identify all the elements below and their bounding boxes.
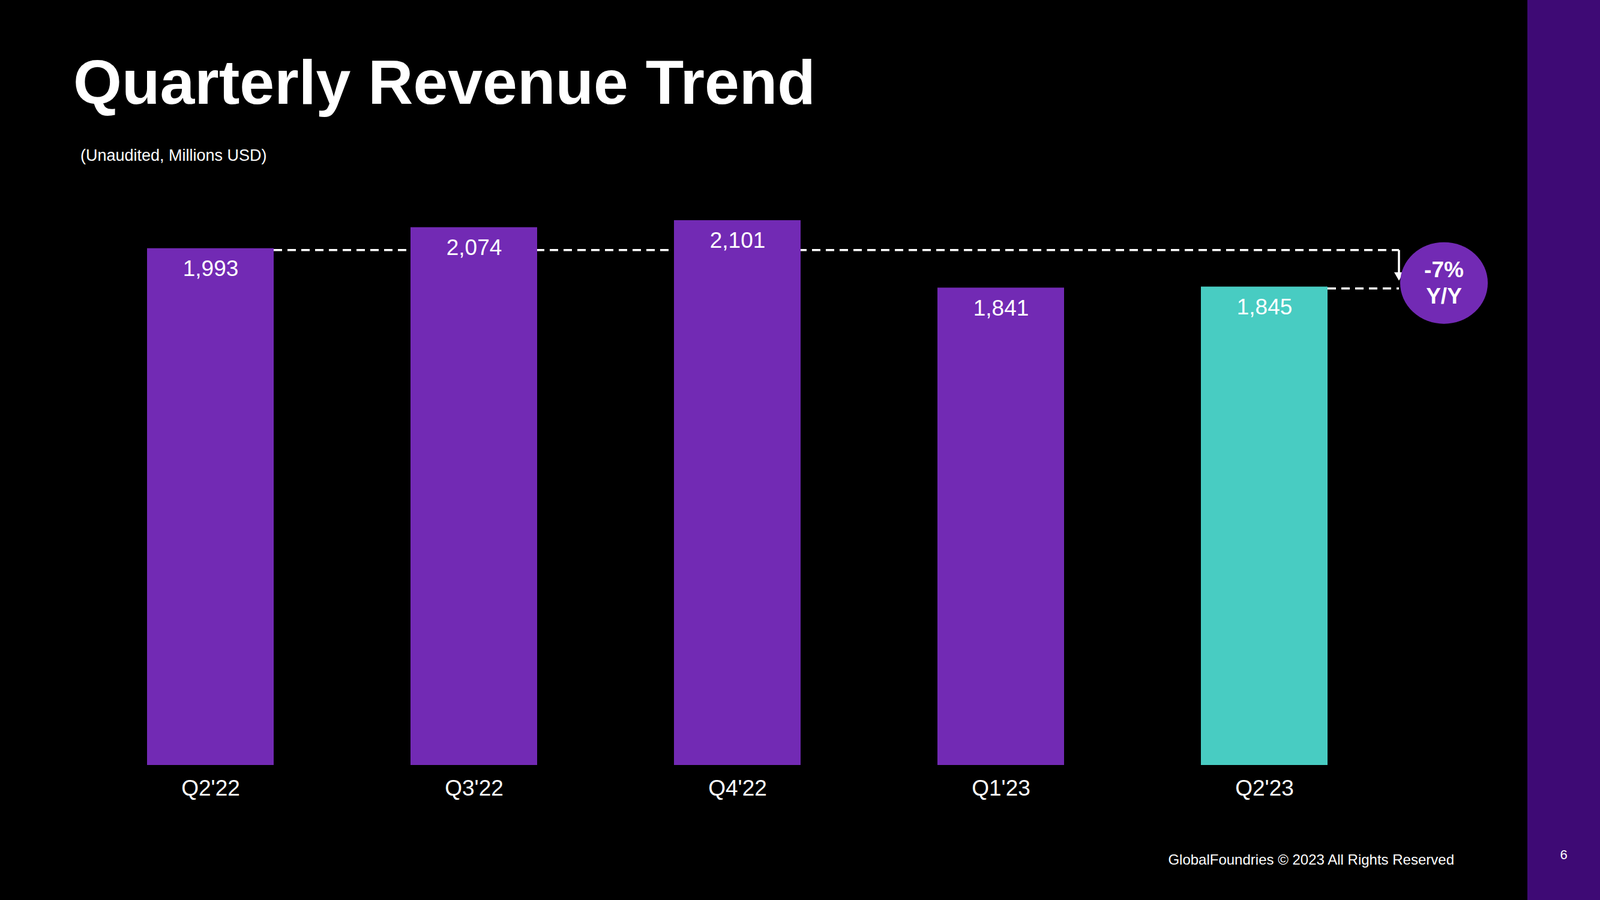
- svg-text:Q2'22: Q2'22: [181, 775, 241, 801]
- svg-text:Q4'22: Q4'22: [708, 775, 767, 801]
- svg-text:2,074: 2,074: [446, 235, 503, 260]
- svg-text:1,845: 1,845: [1236, 294, 1293, 320]
- svg-text:Q1'23: Q1'23: [971, 775, 1031, 801]
- svg-text:Y/Y: Y/Y: [1425, 283, 1462, 309]
- svg-text:1,841: 1,841: [973, 295, 1030, 321]
- html-text:Quarterly Revenue Trend: Quarterly Revenue Trend: [73, 47, 816, 118]
- svg-text:Q3'22: Q3'22: [444, 775, 504, 801]
- html-text:6: 6: [1560, 847, 1568, 863]
- svg-text:-7%: -7%: [1424, 257, 1464, 283]
- html-text:(Unaudited, Millions USD): (Unaudited, Millions USD): [80, 146, 267, 165]
- svg-text:2,101: 2,101: [709, 228, 766, 253]
- svg-text:1,993: 1,993: [183, 256, 239, 281]
- html-text:GlobalFoundries © 2023 All Rig: GlobalFoundries © 2023 All Rights Reserv…: [1168, 851, 1455, 868]
- svg-text:Q2'23: Q2'23: [1235, 775, 1294, 801]
